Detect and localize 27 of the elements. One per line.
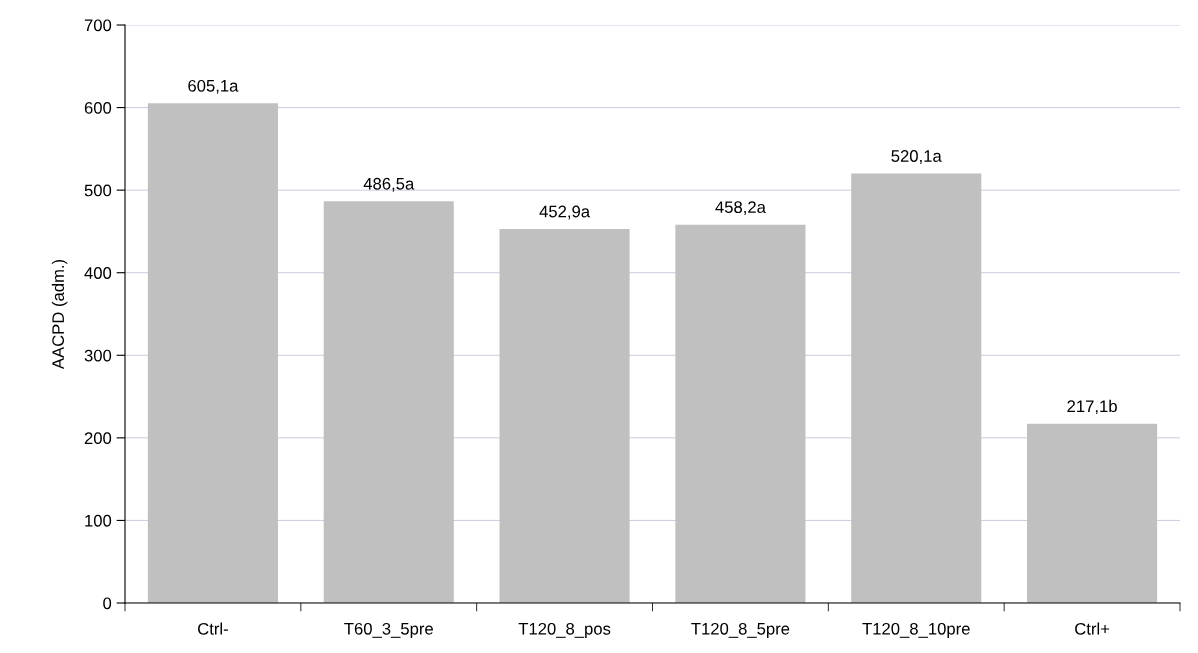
y-tick-label: 400 — [84, 267, 112, 279]
y-tick-label: 600 — [84, 101, 112, 114]
y-tick-label: 300 — [84, 349, 112, 362]
x-tick-label: Ctrl+ — [1075, 622, 1110, 635]
y-axis-title: AACPD (adm.) — [51, 259, 68, 370]
data-label: 458,2a — [715, 201, 766, 215]
data-label: 217,1b — [1067, 399, 1117, 415]
x-tick-label: T120_8_10pre — [862, 622, 970, 638]
bar — [1027, 423, 1158, 603]
y-tick-label: 0 — [103, 597, 112, 610]
data-label: 452,9a — [539, 205, 591, 220]
bar — [851, 173, 982, 603]
x-tick-label: T60_3_5pre — [344, 622, 433, 638]
y-tick-label: 500 — [84, 184, 112, 197]
x-tick-label: T120_8_5pre — [691, 622, 790, 638]
data-label: 605,1a — [188, 79, 239, 94]
bar — [499, 229, 630, 603]
data-label: 520,1a — [891, 150, 942, 164]
y-tick-label: 200 — [84, 432, 112, 445]
x-tick-label: T120_8_pos — [518, 622, 611, 638]
bar — [675, 224, 806, 603]
x-tick-label: Ctrl- — [198, 622, 228, 635]
data-label: 486,5a — [363, 177, 415, 192]
y-tick-label: 700 — [84, 19, 112, 32]
y-tick-label: 100 — [85, 514, 112, 527]
bar — [147, 103, 278, 603]
bar — [323, 201, 454, 603]
